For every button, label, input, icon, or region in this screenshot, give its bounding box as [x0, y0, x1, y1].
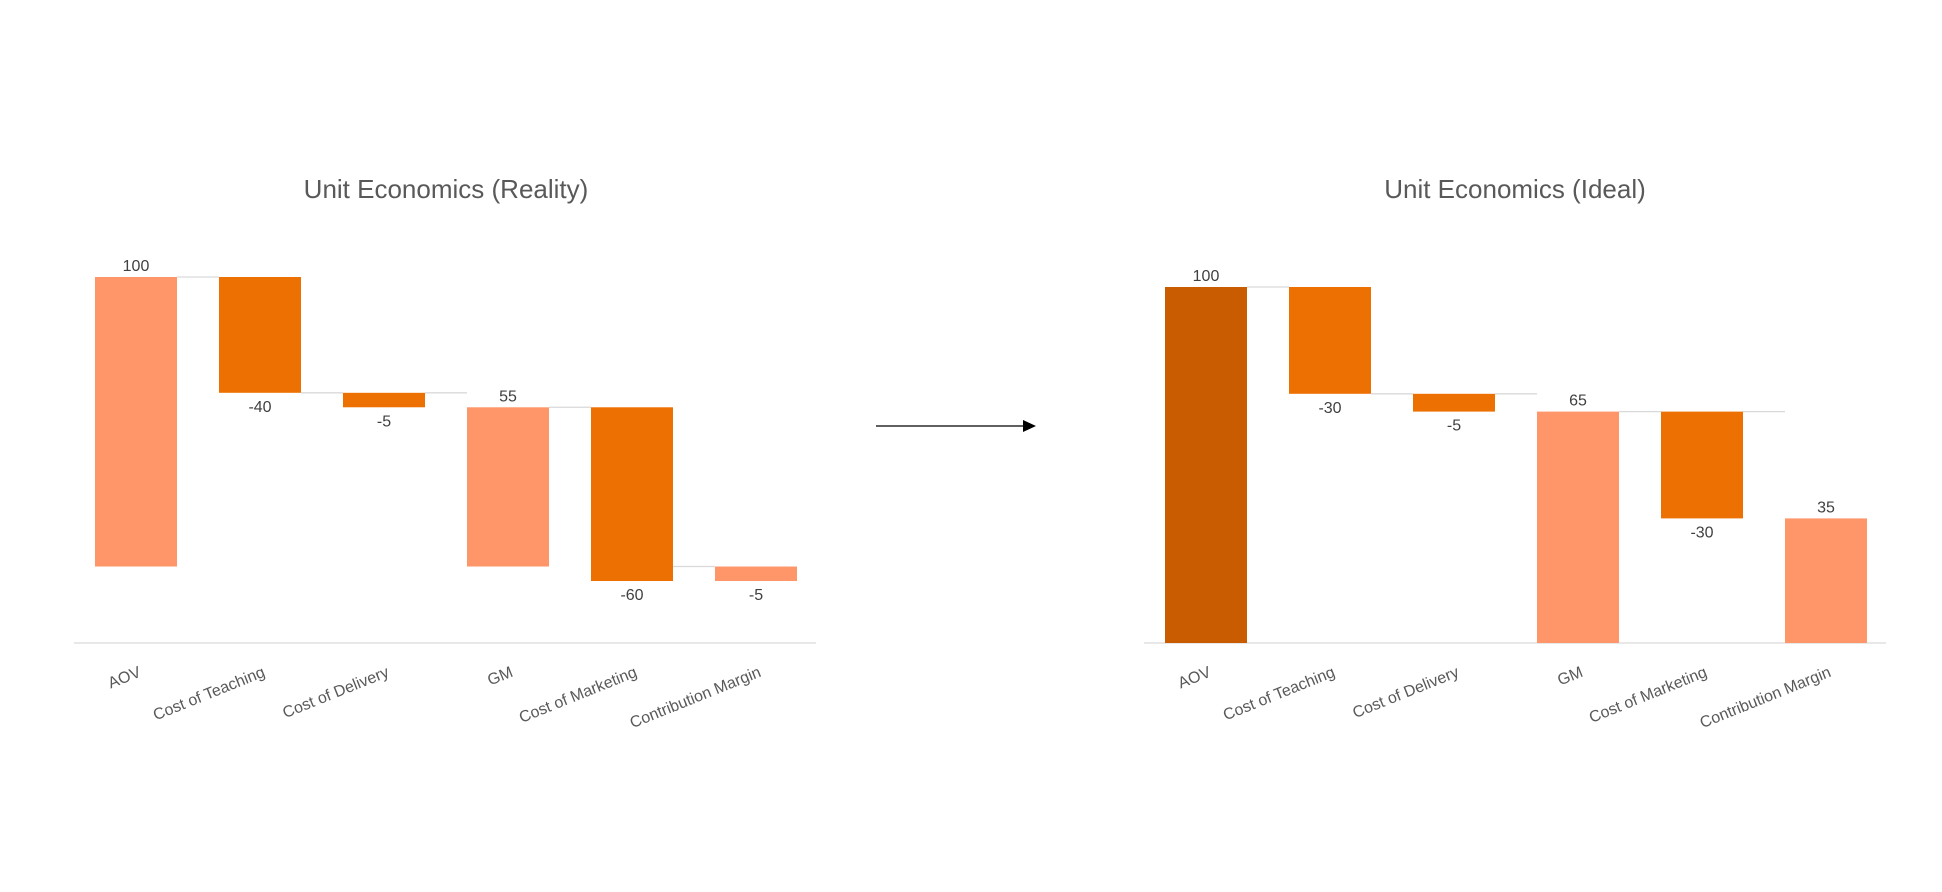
bar-contribution-margin [1785, 518, 1867, 643]
tick-label-aov: AOV [1176, 664, 1214, 693]
tick-label-cost-of-marketing: Cost of Marketing [517, 664, 640, 727]
data-label-contribution-margin: -5 [749, 587, 763, 604]
bar-aov [1165, 287, 1247, 643]
chart-title-reality: Unit Economics (Reality) [304, 174, 589, 204]
bar-gm [1537, 411, 1619, 643]
data-label-cost-of-teaching: -30 [1318, 400, 1341, 417]
data-label-aov: 100 [123, 258, 150, 275]
bar-cost-of-marketing [1661, 411, 1743, 519]
data-label-gm: 55 [499, 388, 517, 405]
data-label-cost-of-teaching: -40 [248, 399, 271, 416]
tick-label-cost-of-delivery: Cost of Delivery [280, 664, 391, 722]
data-label-cost-of-delivery: -5 [377, 413, 391, 430]
data-label-contribution-margin: 35 [1817, 499, 1835, 516]
arrow-head [1023, 420, 1036, 432]
tick-label-cost-of-teaching: Cost of Teaching [151, 664, 268, 724]
bar-cost-of-delivery [343, 392, 425, 408]
bar-cost-of-teaching [219, 277, 301, 393]
data-label-gm: 65 [1569, 393, 1587, 410]
chart-ideal: Unit Economics (Ideal) 100 AOV -30 Cost of … [1144, 174, 1886, 732]
tick-label-contribution-margin: Contribution Margin [1698, 664, 1834, 732]
bar-cost-of-delivery [1413, 393, 1495, 412]
data-label-cost-of-marketing: -30 [1690, 524, 1713, 541]
tick-label-aov: AOV [106, 664, 144, 693]
arrow-icon [876, 420, 1036, 432]
tick-label-contribution-margin: Contribution Margin [628, 664, 764, 732]
tick-label-gm: GM [485, 664, 515, 689]
tick-label-cost-of-teaching: Cost of Teaching [1221, 664, 1338, 724]
bar-contribution-margin [715, 566, 797, 581]
tick-label-cost-of-marketing: Cost of Marketing [1587, 664, 1710, 727]
tick-label-cost-of-delivery: Cost of Delivery [1350, 664, 1461, 722]
bar-cost-of-marketing [591, 407, 673, 581]
data-label-cost-of-delivery: -5 [1447, 418, 1461, 435]
chart-reality: Unit Economics (Reality) 100 AOV -40 Cost o… [74, 174, 816, 732]
data-label-cost-of-marketing: -60 [620, 587, 643, 604]
bar-gm [467, 407, 549, 567]
chart-title-ideal: Unit Economics (Ideal) [1384, 174, 1646, 204]
bar-aov [95, 277, 177, 567]
data-label-aov: 100 [1193, 268, 1220, 285]
bar-cost-of-teaching [1289, 287, 1371, 394]
tick-label-gm: GM [1555, 664, 1585, 689]
